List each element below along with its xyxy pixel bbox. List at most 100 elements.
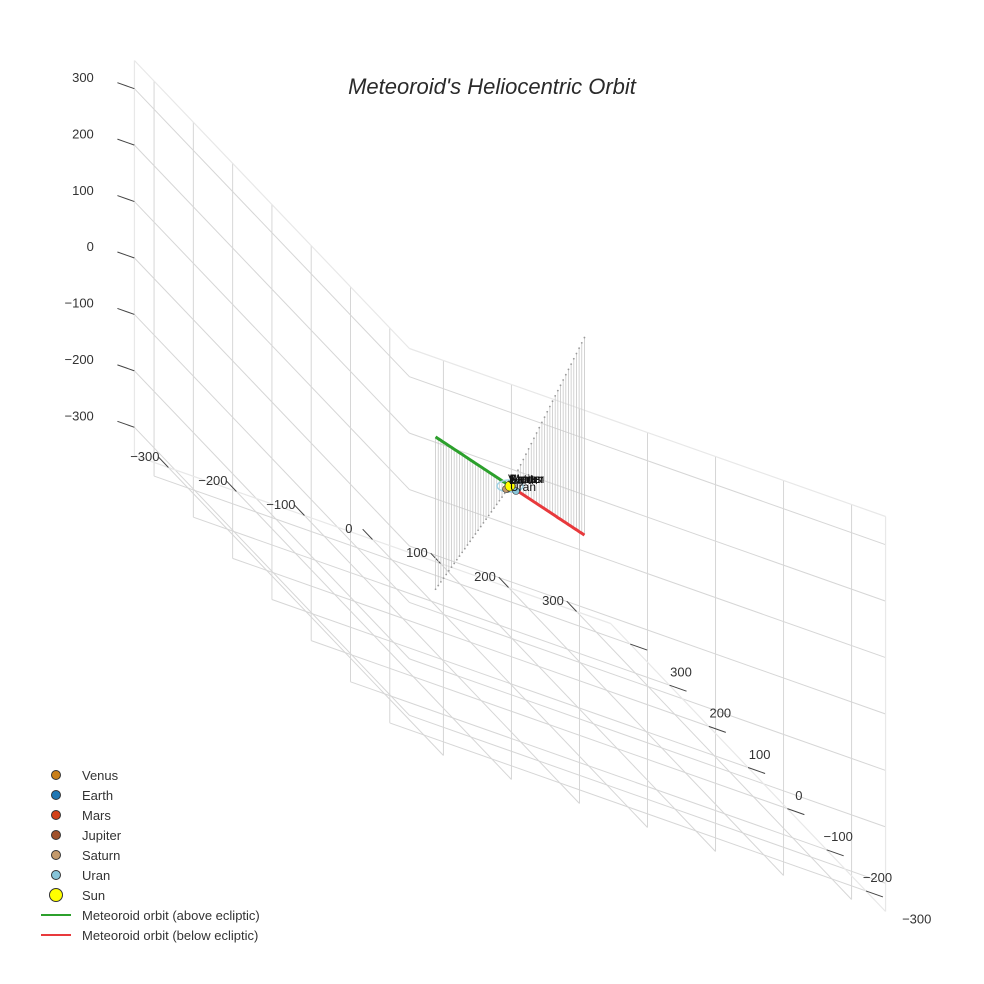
grid-line (409, 376, 886, 546)
y-tick-label: 0 (795, 788, 802, 803)
x-tick-label: −100 (266, 497, 295, 512)
planet-label: Jupiter (508, 472, 544, 486)
drop-point (469, 540, 472, 543)
sun-marker[interactable] (504, 480, 516, 492)
legend-item-uran[interactable]: Uran (38, 865, 260, 885)
legend-item-mars[interactable]: Mars (38, 805, 260, 825)
legend-label: Meteoroid orbit (above ecliptic) (82, 907, 260, 923)
y-tick-mark (669, 684, 687, 692)
sun-marker-icon (49, 888, 63, 902)
legend-item-earth[interactable]: Earth (38, 785, 260, 805)
legend-label: Meteoroid orbit (below ecliptic) (82, 927, 259, 943)
y-tick-mark (708, 725, 726, 733)
drop-point (522, 458, 525, 461)
x-tick-mark (226, 480, 237, 492)
drop-point (548, 405, 551, 408)
legend-item-saturn[interactable]: Saturn (38, 845, 260, 865)
grid-line (134, 144, 410, 434)
grid-line (409, 432, 886, 602)
drop-point (525, 453, 527, 456)
z-tick-mark (117, 364, 135, 372)
drop-point (535, 432, 538, 434)
planet-label: Uran (510, 480, 536, 494)
legend-item-orbit-above[interactable]: Meteoroid orbit (above ecliptic) (38, 905, 260, 925)
y-tick-label: −200 (863, 870, 892, 885)
legend-label: Venus (82, 767, 119, 783)
legend-item-sun[interactable]: Sun (38, 885, 260, 905)
drop-point (450, 566, 453, 569)
x-tick-label: −200 (198, 473, 227, 488)
red-line-icon (41, 934, 71, 936)
legend-item-jupiter[interactable]: Jupiter (38, 825, 260, 845)
drop-point (554, 394, 557, 397)
y-tick-label: −100 (824, 829, 853, 844)
grid-line (440, 563, 716, 852)
planet-orbit-ring (496, 479, 524, 493)
planet-label: Earth (509, 473, 538, 487)
z-tick-label: 200 (72, 126, 94, 141)
z-tick-label: −200 (65, 352, 94, 367)
z-tick-label: −300 (65, 408, 94, 423)
earth-marker-icon (51, 790, 61, 800)
drop-point (466, 544, 469, 546)
venus-marker-icon (51, 770, 61, 780)
orbit-drop-lines (434, 336, 586, 591)
drop-point (517, 469, 519, 471)
drop-point (447, 569, 450, 572)
drop-point (546, 410, 549, 413)
z-tick-mark (117, 307, 135, 315)
uran-marker[interactable] (512, 487, 520, 495)
x-tick-label: 300 (542, 593, 564, 608)
drop-point (439, 580, 442, 583)
z-tick-label: 100 (72, 183, 94, 198)
orbit-line[interactable] (509, 484, 586, 537)
drop-point (514, 474, 517, 477)
y-tick-label: 300 (670, 664, 692, 679)
drop-point (575, 352, 578, 355)
orbit-line[interactable] (434, 435, 511, 488)
grid-line (133, 60, 410, 349)
legend: Venus Earth Mars Jupiter Saturn Uran Sun… (38, 765, 260, 945)
drop-point (583, 336, 586, 339)
planet-label: Venus (508, 472, 541, 486)
grid-line (576, 611, 852, 900)
drop-point (442, 577, 445, 580)
y-tick-mark (826, 849, 844, 857)
drop-point (559, 384, 562, 387)
uran-marker-icon (51, 870, 61, 880)
z-tick-mark (117, 251, 135, 259)
y-tick-label: 200 (709, 706, 731, 721)
drop-point (434, 588, 437, 591)
drop-point (471, 536, 474, 539)
x-tick-label: 200 (474, 569, 496, 584)
drop-point (445, 573, 448, 576)
drop-point (540, 421, 543, 424)
drop-point (495, 503, 498, 506)
y-tick-mark (787, 808, 805, 816)
z-tick-mark (117, 195, 135, 203)
drop-point (572, 357, 575, 360)
z-tick-label: 300 (72, 70, 94, 85)
drop-point (527, 447, 530, 450)
y-tick-mark (630, 643, 648, 651)
x-tick-mark (362, 528, 373, 540)
drop-point (498, 499, 501, 502)
chart-title: Meteoroid's Heliocentric Orbit (348, 74, 636, 99)
legend-label: Uran (82, 867, 111, 883)
x-tick-mark (566, 600, 577, 612)
grid-line (271, 599, 749, 768)
grid-line (409, 489, 886, 659)
drop-point (458, 555, 461, 557)
z-tick-label: −100 (65, 296, 94, 311)
drop-point (477, 529, 480, 532)
axis-ticks: −300 −200 −100 0 100 200 300 −300 −200 −100 0 100 20… (65, 70, 932, 926)
jupiter-marker-icon (51, 830, 61, 840)
y-tick-label: −300 (902, 911, 931, 926)
grid-line (134, 201, 410, 490)
drop-point (503, 492, 506, 495)
drop-point (551, 400, 554, 403)
legend-item-venus[interactable]: Venus (38, 765, 260, 785)
legend-item-orbit-below[interactable]: Meteoroid orbit (below ecliptic) (38, 925, 260, 945)
drop-point (487, 514, 490, 517)
